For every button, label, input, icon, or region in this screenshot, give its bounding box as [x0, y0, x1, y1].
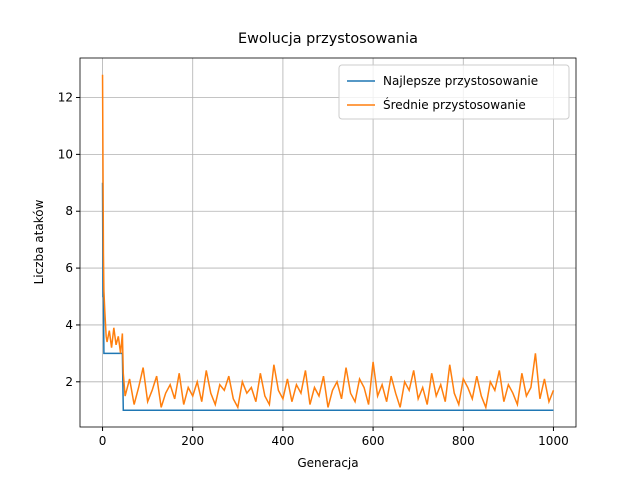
- data-line: [101, 74, 555, 411]
- x-tick-label: 1000: [538, 434, 569, 448]
- legend-label: Średnie przystosowanie: [383, 97, 526, 112]
- y-axis-label: Liczba ataków: [32, 199, 46, 284]
- x-axis-label: Generacja: [297, 456, 358, 470]
- y-tick-label: 8: [65, 204, 73, 218]
- y-tick-label: 4: [65, 318, 73, 332]
- x-tick-label: 800: [452, 434, 475, 448]
- y-tick-label: 2: [65, 375, 73, 389]
- x-tick-label: 200: [181, 434, 204, 448]
- x-tick-label: 600: [362, 434, 385, 448]
- x-tick-label: 400: [271, 434, 294, 448]
- chart-title: Ewolucja przystosowania: [238, 31, 418, 47]
- legend-box: [338, 64, 570, 120]
- plot-frame: [79, 57, 577, 428]
- data-line: [101, 182, 554, 411]
- y-tick-label: 6: [65, 261, 73, 275]
- legend-label: Najlepsze przystosowanie: [383, 74, 538, 88]
- y-tick-label: 10: [58, 147, 73, 161]
- y-tick-label: 12: [58, 91, 73, 105]
- x-tick-label: 0: [99, 434, 107, 448]
